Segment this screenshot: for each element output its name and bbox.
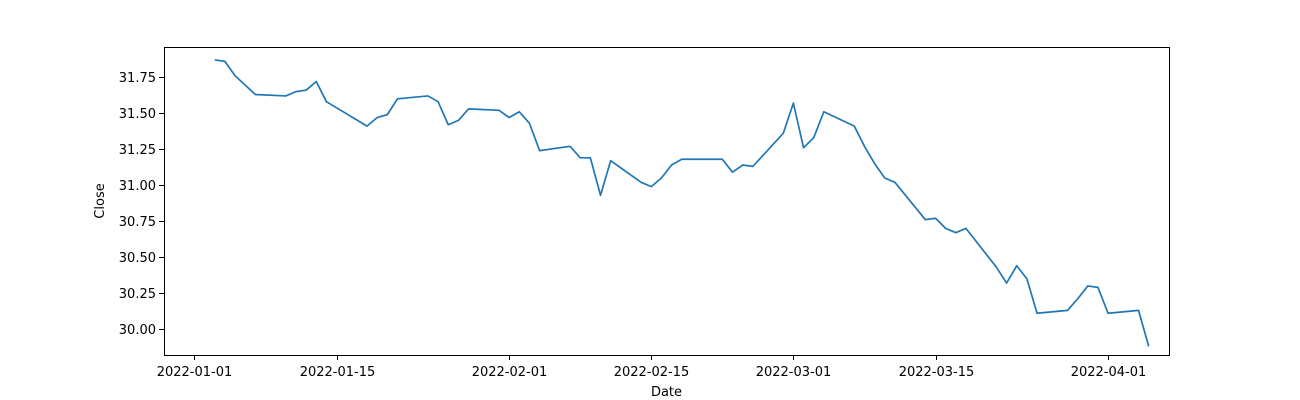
- x-tick-label: 2022-01-15: [300, 365, 376, 380]
- y-axis-label: Close: [93, 183, 108, 218]
- x-tick-label: 2022-03-01: [756, 365, 832, 380]
- y-tick-label: 30.50: [119, 251, 156, 266]
- plot-area: [214, 59, 1150, 347]
- series-line-0: [214, 59, 1150, 347]
- axes-frame: [164, 47, 1170, 356]
- y-tick-label: 31.75: [119, 71, 156, 86]
- x-axis-label: Date: [651, 385, 682, 400]
- y-axis: 30.00 30.25 30.50 30.75 31.00 31.25 31.50 31.75: [119, 71, 164, 338]
- y-tick-label: 31.00: [119, 179, 156, 194]
- x-axis: 2022-01-01 2022-01-15 2022-02-01 2022-02-15…: [157, 355, 1147, 380]
- y-tick-label: 31.50: [119, 107, 156, 122]
- x-tick-label: 2022-02-01: [472, 365, 548, 380]
- y-tick-label: 30.75: [119, 215, 156, 230]
- y-tick-label: 30.00: [119, 323, 156, 338]
- x-tick-label: 2022-01-01: [157, 365, 233, 380]
- y-tick-label: 31.25: [119, 143, 156, 158]
- x-tick-label: 2022-03-15: [899, 365, 975, 380]
- y-tick-label: 30.25: [119, 287, 156, 302]
- x-tick-label: 2022-04-01: [1071, 365, 1147, 380]
- x-tick-label: 2022-02-15: [614, 365, 690, 380]
